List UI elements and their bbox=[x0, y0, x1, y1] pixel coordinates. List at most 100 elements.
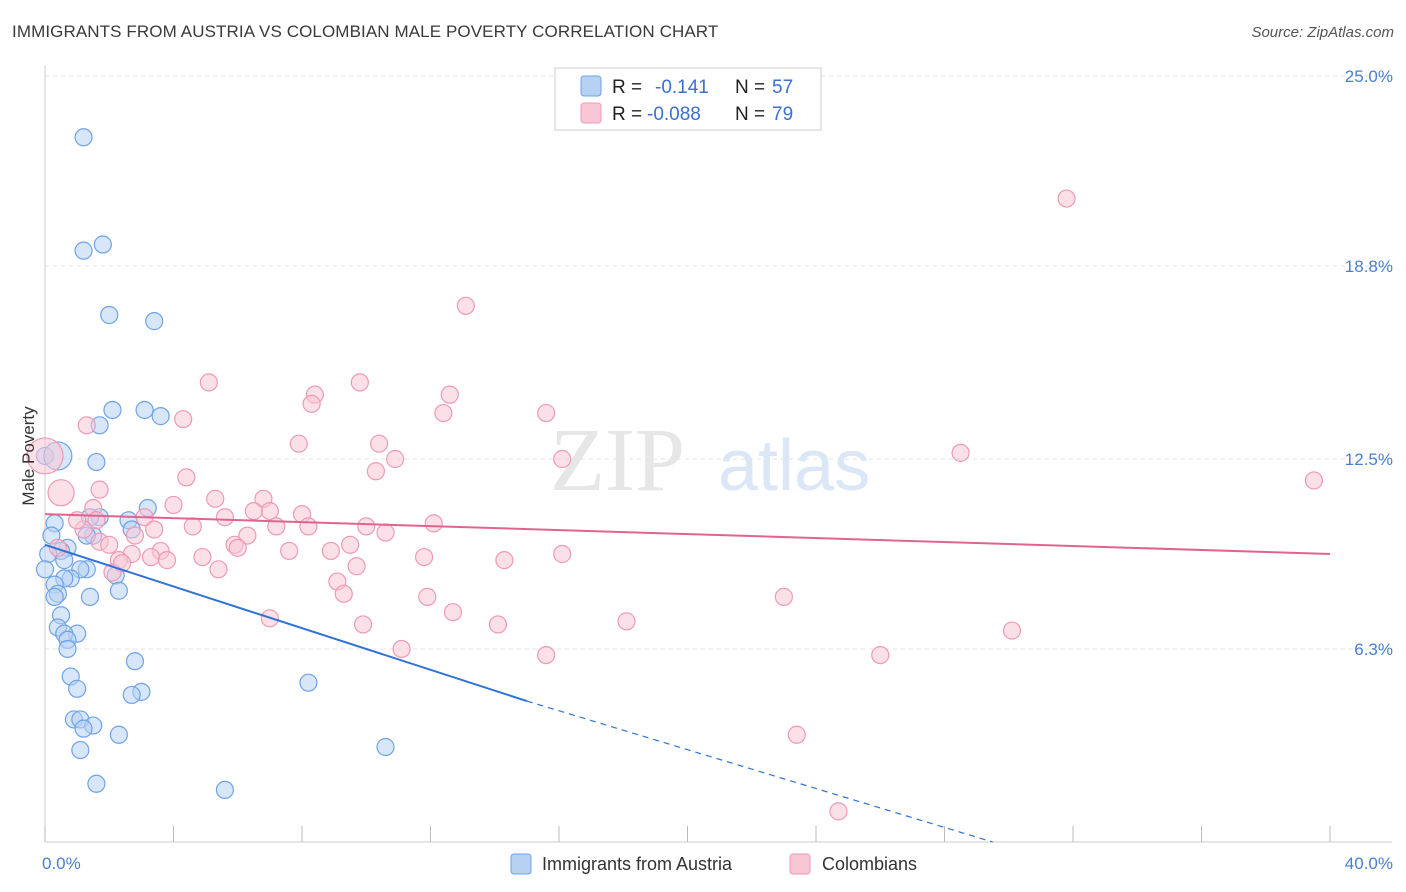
series-legend-swatch-austria bbox=[510, 853, 532, 875]
austria-point bbox=[93, 235, 112, 254]
colombian-point bbox=[347, 557, 366, 576]
colombian-point bbox=[829, 802, 848, 821]
watermark: ZIP atlas bbox=[550, 411, 870, 510]
austria-trend-line bbox=[44, 543, 528, 703]
colombian-point bbox=[193, 547, 212, 567]
series-legend: Immigrants from Austria Colombians bbox=[510, 853, 917, 875]
x-tick-label-max: 40.0% bbox=[1345, 854, 1393, 873]
colombian-point bbox=[228, 538, 247, 557]
colombian-point bbox=[215, 508, 234, 527]
colombian-point bbox=[238, 526, 257, 545]
colombian-point bbox=[418, 587, 437, 606]
colombian-point bbox=[553, 449, 572, 469]
stats-legend-r-label-austria: R = bbox=[612, 77, 642, 98]
colombian-point bbox=[1002, 621, 1022, 640]
austria-point bbox=[109, 581, 128, 600]
austria-point bbox=[103, 400, 122, 420]
austria-point bbox=[100, 305, 119, 325]
colombian-point bbox=[434, 403, 453, 423]
x-tick-labels: 0.0% 40.0% bbox=[42, 854, 1393, 873]
colombian-point bbox=[26, 437, 64, 475]
series-legend-swatch-colombians bbox=[789, 853, 811, 875]
stats-legend-swatch-colombians bbox=[580, 102, 602, 124]
colombian-point bbox=[174, 410, 193, 429]
colombian-point bbox=[260, 501, 279, 521]
colombian-trend-line bbox=[44, 513, 1331, 555]
colombian-point bbox=[353, 615, 373, 634]
colombian-point bbox=[617, 612, 636, 631]
austria-point bbox=[135, 400, 154, 420]
colombian-point bbox=[100, 535, 119, 554]
colombian-point bbox=[289, 434, 308, 453]
colombian-point bbox=[370, 434, 389, 453]
colombian-point bbox=[77, 416, 96, 435]
austria-point bbox=[87, 774, 106, 793]
colombian-point bbox=[125, 526, 145, 545]
data-points bbox=[26, 128, 1324, 821]
y-axis-title: Male Poverty bbox=[19, 406, 38, 506]
colombian-point bbox=[206, 489, 225, 508]
austria-trend-extension bbox=[526, 700, 993, 843]
stats-legend-n-value-colombians: 79 bbox=[772, 104, 793, 125]
colombian-point bbox=[376, 523, 395, 542]
austria-point bbox=[109, 725, 128, 744]
colombian-point bbox=[199, 373, 218, 392]
colombian-point bbox=[787, 725, 806, 744]
colombian-point bbox=[495, 551, 514, 570]
stats-legend-n-label-colombians: N = bbox=[735, 104, 765, 125]
colombian-point bbox=[386, 449, 405, 469]
austria-point bbox=[74, 241, 93, 260]
austria-point bbox=[71, 740, 90, 760]
colombian-point bbox=[141, 547, 161, 567]
colombian-point bbox=[488, 615, 508, 634]
x-tick-label-min: 0.0% bbox=[42, 854, 81, 873]
austria-point bbox=[145, 312, 164, 331]
y-tick-labels: 6.3% 12.5% 18.8% 25.0% bbox=[1345, 67, 1393, 659]
colombian-point bbox=[302, 394, 321, 413]
trend-lines bbox=[44, 513, 1331, 843]
colombian-point bbox=[321, 541, 341, 561]
austria-point bbox=[299, 673, 318, 692]
colombian-point bbox=[424, 514, 443, 533]
stats-legend-n-value-austria: 57 bbox=[772, 77, 793, 98]
colombian-point bbox=[553, 544, 572, 564]
colombian-point bbox=[440, 385, 459, 404]
austria-point bbox=[74, 719, 93, 738]
colombian-point bbox=[90, 480, 109, 499]
colombian-point bbox=[177, 468, 196, 487]
colombian-point bbox=[164, 495, 183, 515]
colombian-point bbox=[357, 517, 376, 536]
austria-point bbox=[68, 679, 87, 698]
colombian-point bbox=[244, 501, 263, 521]
colombian-point bbox=[443, 603, 463, 622]
source-label: Source: ZipAtlas.com bbox=[1251, 24, 1394, 41]
stats-legend-n-label-austria: N = bbox=[735, 77, 765, 98]
austria-point bbox=[74, 128, 93, 147]
austria-point bbox=[125, 652, 145, 671]
colombian-point bbox=[774, 587, 793, 606]
colombian-point bbox=[537, 403, 556, 423]
stats-legend-r-label-colombians: R = bbox=[612, 104, 642, 125]
colombian-point bbox=[209, 560, 228, 579]
colombian-point bbox=[334, 584, 353, 603]
colombian-point bbox=[48, 538, 67, 557]
colombian-point bbox=[392, 639, 411, 659]
colombian-point bbox=[1304, 471, 1324, 490]
austria-point bbox=[80, 587, 100, 606]
series-legend-label-austria: Immigrants from Austria bbox=[542, 854, 733, 874]
austria-point bbox=[215, 780, 234, 800]
colombian-point bbox=[871, 645, 890, 665]
colombian-point bbox=[183, 517, 202, 536]
stats-legend-swatch-austria bbox=[580, 75, 602, 97]
y-tick-label: 18.8% bbox=[1345, 257, 1393, 276]
grid-lines bbox=[45, 75, 1390, 650]
y-tick-label: 25.0% bbox=[1345, 67, 1393, 86]
austria-point bbox=[35, 560, 55, 579]
colombian-point bbox=[280, 541, 299, 561]
colombian-point bbox=[341, 535, 360, 554]
stats-legend-r-value-colombians: -0.088 bbox=[647, 104, 701, 125]
colombian-point bbox=[456, 296, 475, 315]
colombian-point bbox=[299, 517, 318, 536]
austria-point bbox=[376, 737, 395, 757]
